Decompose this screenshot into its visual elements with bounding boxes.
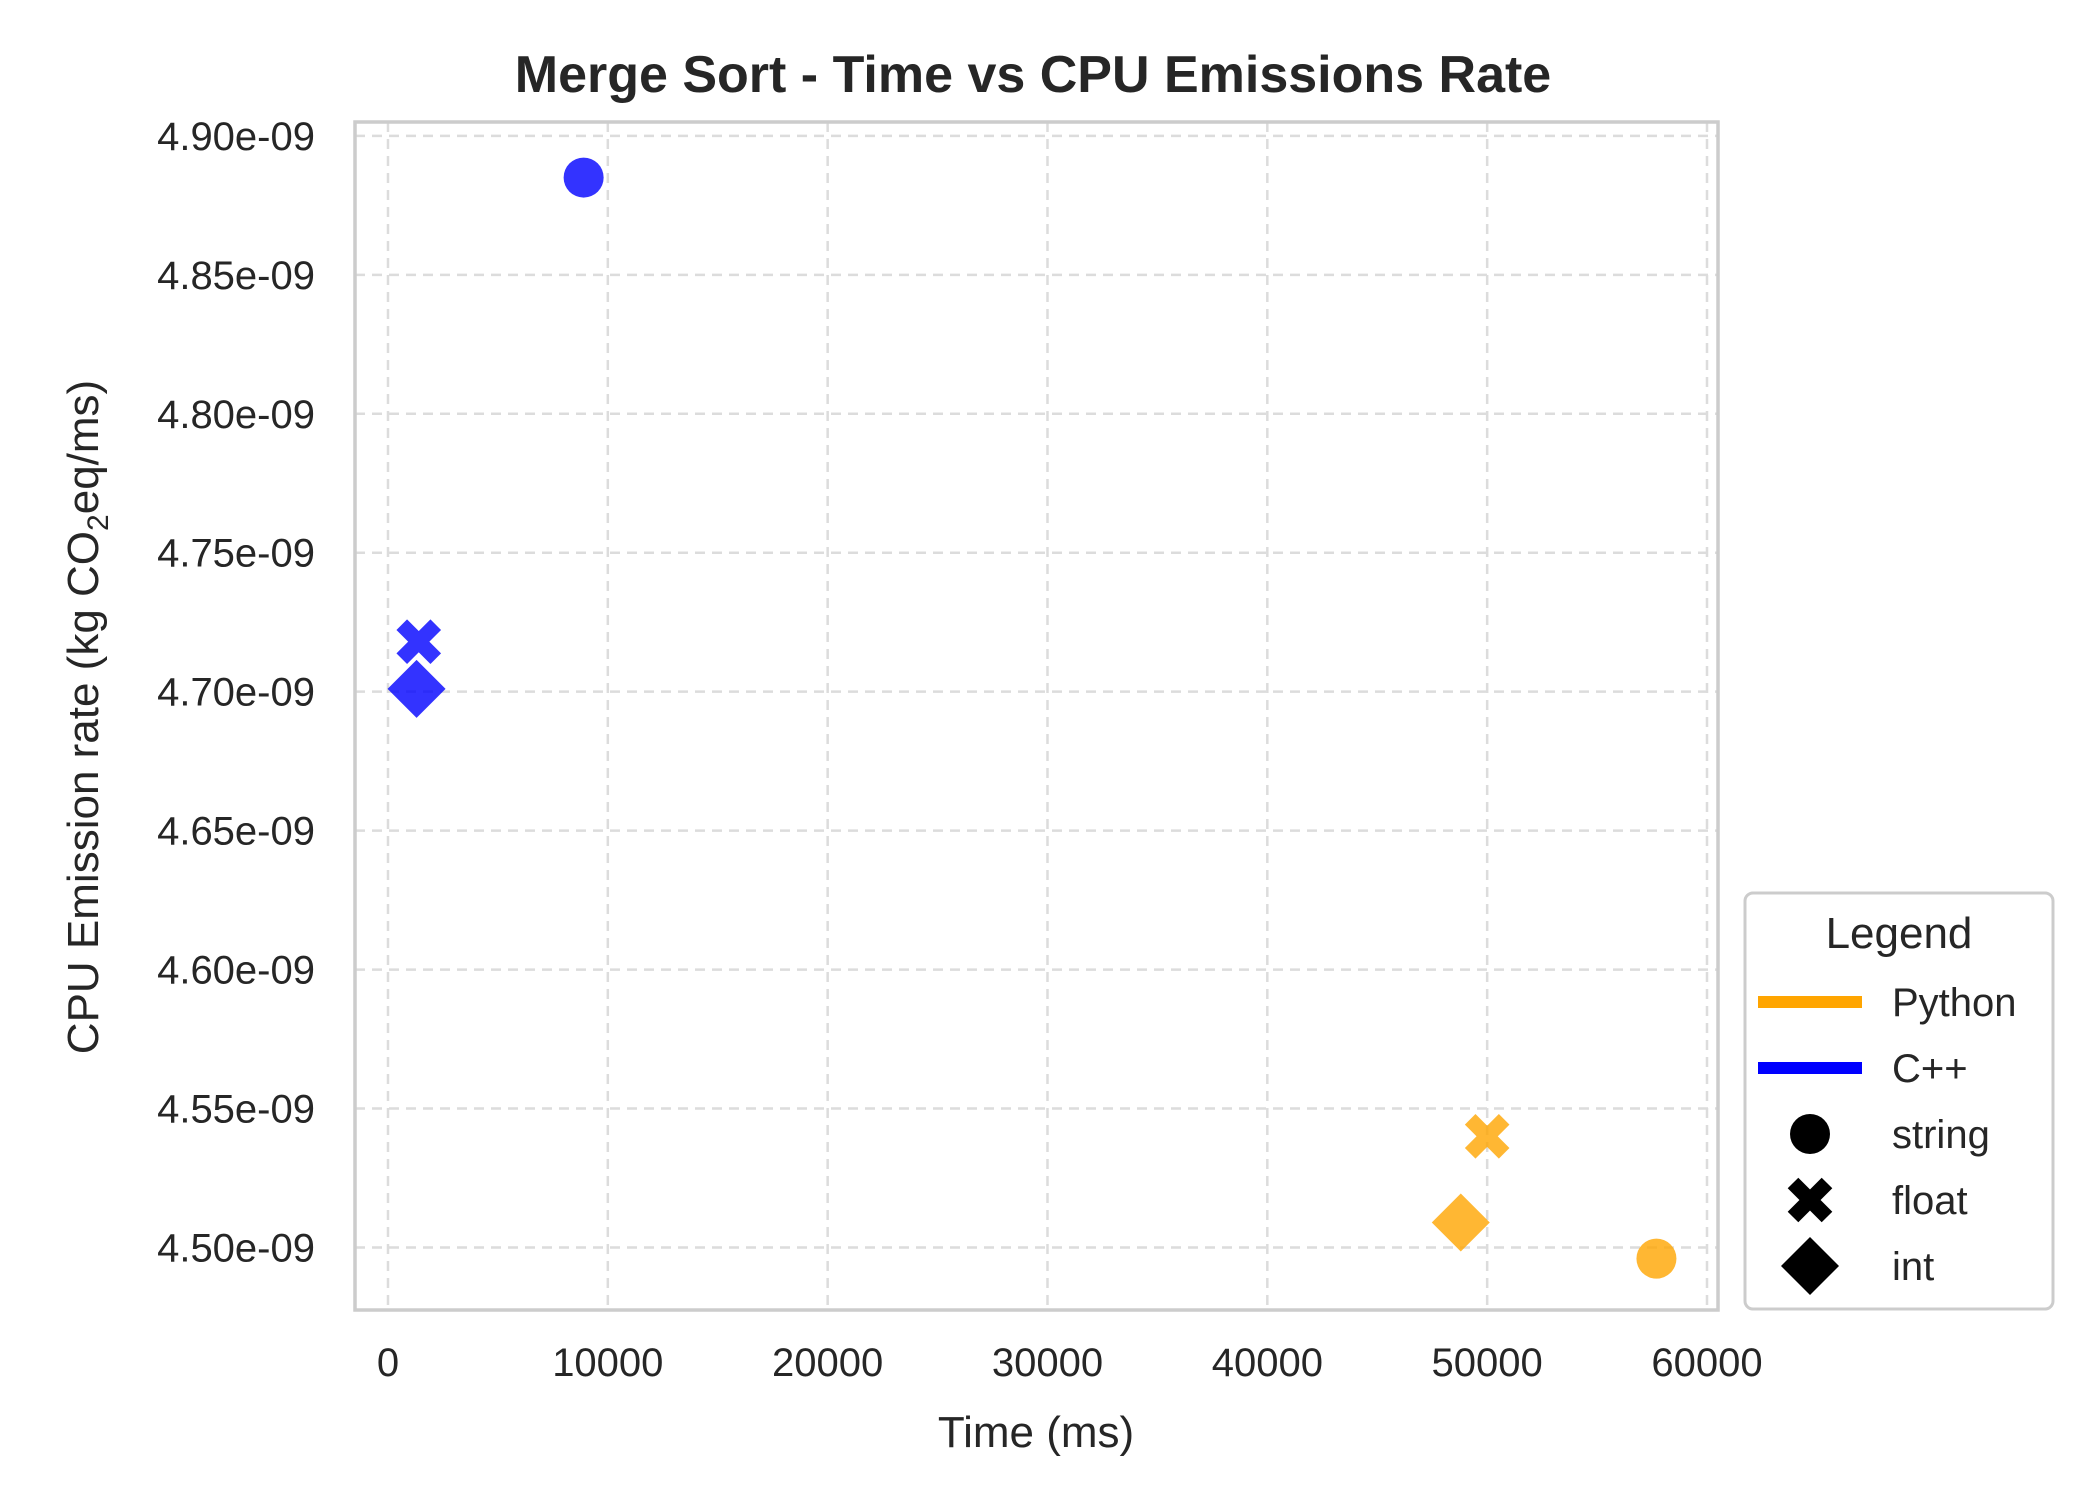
- data-points: [387, 157, 1677, 1279]
- data-point-cpp-string: [563, 157, 604, 198]
- x-axis-label: Time (ms): [938, 1408, 1134, 1457]
- legend-label-cpp: C++: [1892, 1047, 1968, 1091]
- legend-label-string: string: [1892, 1113, 1990, 1157]
- y-tick-label: 4.60e-09: [157, 949, 315, 993]
- x-tick-label: 0: [377, 1341, 399, 1385]
- x-tick-label: 60000: [1651, 1341, 1762, 1385]
- data-point-python-float: [1464, 1114, 1510, 1159]
- y-tick-label: 4.80e-09: [157, 393, 315, 437]
- x-tick-labels: 0 10000 20000 30000 40000 50000 60000: [377, 1341, 1763, 1385]
- y-tick-label: 4.90e-09: [157, 115, 315, 159]
- legend-marker-string: [1790, 1114, 1830, 1154]
- legend-label-python: Python: [1892, 981, 2017, 1025]
- legend-marker-float: [1787, 1177, 1833, 1223]
- y-tick-label: 4.85e-09: [157, 254, 315, 298]
- y-tick-labels: 4.50e-09 4.55e-09 4.60e-09 4.65e-09 4.70e-09…: [157, 115, 315, 1271]
- x-tick-label: 40000: [1212, 1341, 1323, 1385]
- legend-label-int: int: [1892, 1245, 1934, 1289]
- data-point-python-int: [1431, 1193, 1490, 1252]
- y-axis-label-after: eq/ms): [59, 380, 108, 514]
- data-point-cpp-int: [387, 659, 446, 718]
- legend: Legend Python C++ string float int: [1743, 891, 2055, 1311]
- legend-entries: Python C++ string float int: [1758, 981, 2017, 1295]
- y-tick-label: 4.50e-09: [157, 1226, 315, 1270]
- legend-title: Legend: [1826, 909, 1973, 958]
- grid: [355, 122, 1718, 1310]
- y-tick-label: 4.75e-09: [157, 532, 315, 576]
- y-tick-label: 4.55e-09: [157, 1088, 315, 1132]
- x-tick-label: 20000: [772, 1341, 883, 1385]
- chart-title: Merge Sort - Time vs CPU Emissions Rate: [515, 46, 1551, 104]
- y-tick-label: 4.65e-09: [157, 810, 315, 854]
- data-point-cpp-float: [396, 619, 442, 664]
- x-tick-label: 10000: [552, 1341, 663, 1385]
- legend-label-float: float: [1892, 1179, 1968, 1223]
- data-point-python-string: [1636, 1238, 1677, 1279]
- legend-marker-int: [1781, 1237, 1839, 1295]
- x-tick-label: 30000: [992, 1341, 1103, 1385]
- y-tick-label: 4.70e-09: [157, 671, 315, 715]
- x-tick-label: 50000: [1432, 1341, 1543, 1385]
- y-axis-label: CPU Emission rate (kg CO2eq/ms): [59, 380, 115, 1054]
- y-axis-label-subscript: 2: [82, 514, 115, 531]
- y-axis-label-before: CPU Emission rate (kg CO: [59, 531, 108, 1054]
- plot-frame: [353, 120, 1720, 1312]
